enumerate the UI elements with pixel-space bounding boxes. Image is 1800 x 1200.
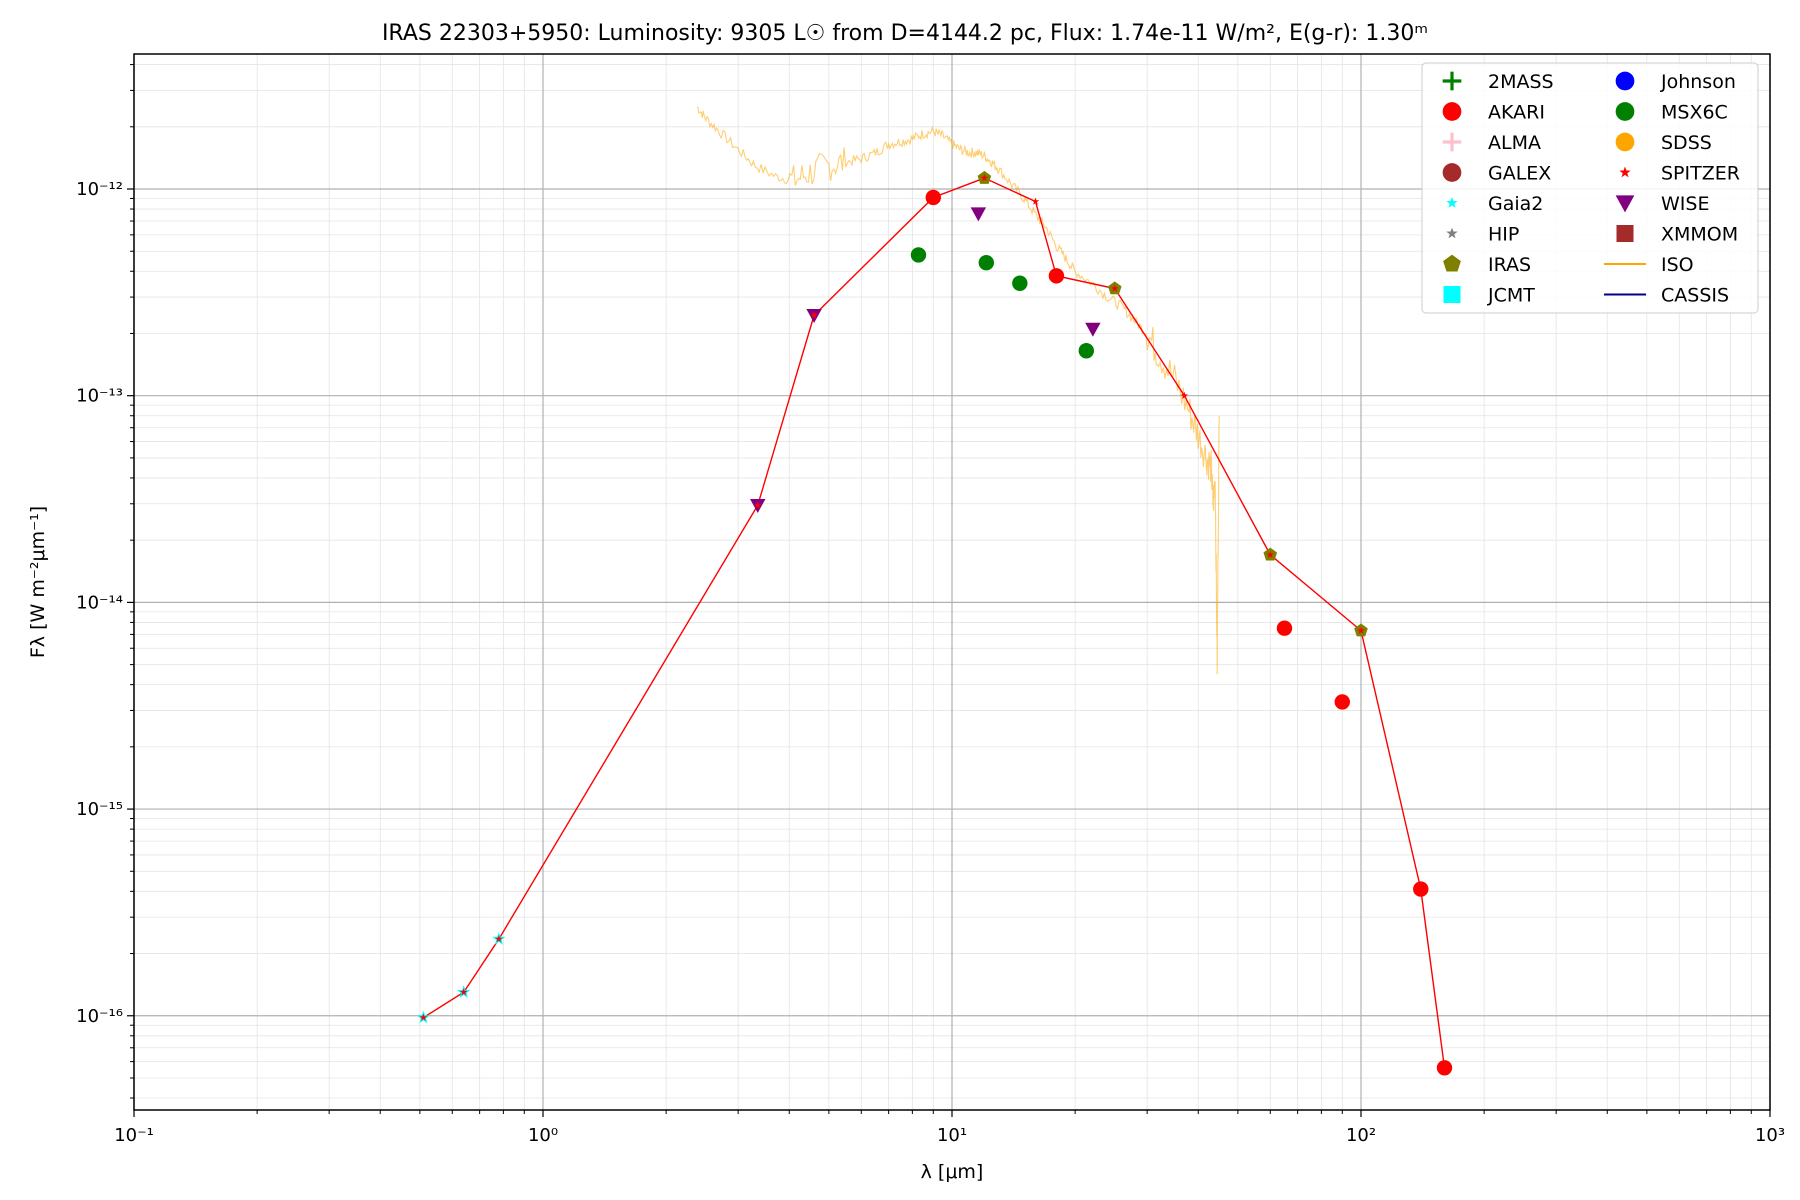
spitzer-point (459, 988, 468, 996)
y-axis-label: Fλ [W m⁻²μm⁻¹] (27, 506, 49, 658)
sed-fit-line (423, 177, 1446, 1068)
akari-point (925, 189, 941, 206)
legend-label: IRAS (1488, 254, 1531, 276)
legend-label: HIP (1488, 224, 1519, 246)
legend-label: Johnson (1660, 71, 1736, 93)
legend-marker-2mass (1442, 71, 1462, 91)
legend-label: MSX6C (1661, 102, 1728, 124)
legend-label: SPITZER (1661, 163, 1740, 185)
legend-marker-spitzer (1619, 166, 1631, 178)
minor-grid (134, 54, 1770, 1110)
akari-point (1436, 1060, 1453, 1076)
spitzer-point (810, 311, 818, 319)
legend-marker-wise (1615, 195, 1635, 213)
data-points (416, 170, 1453, 1076)
spitzer-point (1266, 550, 1275, 558)
spitzer-point (1357, 626, 1365, 634)
spitzer-point (495, 935, 503, 943)
legend-box (1421, 62, 1759, 314)
x-tick-label: 10¹ (937, 1125, 967, 1146)
y-tick-label: 10⁻¹³ (76, 386, 123, 407)
akari-point (1048, 268, 1065, 284)
legend-label: ALMA (1488, 132, 1541, 154)
wise-point (970, 207, 987, 222)
wise-point (1085, 322, 1101, 337)
x-tick-labels: 10⁻¹ 10⁰ 10¹ 10² 10³ (114, 1125, 1785, 1146)
x-tick-label: 10² (1346, 1125, 1376, 1146)
msx6c-point (910, 247, 927, 263)
legend: 2MASS AKARI ALMA GALEX Gaia2 HIP IRAS JCMT Johns… (1421, 62, 1759, 314)
axis-ticks (127, 64, 1771, 1117)
legend-label: WISE (1661, 193, 1709, 215)
legend-marker-akari (1442, 102, 1462, 121)
legend-marker-hip (1446, 227, 1458, 239)
akari-point (1334, 694, 1350, 710)
legend-label: Gaia2 (1488, 193, 1543, 215)
iso-spectrum (696, 106, 1220, 675)
msx6c-point (978, 255, 994, 271)
legend-marker-galex (1442, 163, 1462, 182)
legend-marker-sdss (1615, 132, 1635, 152)
spitzer-point (1031, 197, 1040, 205)
legend-marker-jcmt (1443, 286, 1461, 303)
spitzer-point (1110, 284, 1119, 292)
spitzer-point (980, 174, 989, 182)
y-tick-label: 10⁻¹⁴ (76, 592, 123, 613)
iso-spectrum-line (696, 106, 1220, 675)
y-tick-label: 10⁻¹² (76, 179, 123, 200)
legend-label: AKARI (1488, 102, 1545, 124)
legend-marker-xmmom (1616, 225, 1634, 242)
legend-marker-iras (1443, 254, 1461, 272)
y-tick-labels: 10⁻¹⁶ 10⁻¹⁵ 10⁻¹⁴ 10⁻¹³ 10⁻¹² (76, 179, 123, 1027)
spitzer-point (1180, 391, 1189, 399)
legend-label: CASSIS (1661, 285, 1729, 307)
legend-marker-gaia2 (1446, 197, 1458, 208)
msx6c-point (1078, 343, 1095, 359)
x-axis-label: λ [μm] (921, 1161, 984, 1183)
legend-marker-msx6c (1615, 102, 1635, 121)
chart-title: IRAS 22303+5950: Luminosity: 9305 L☉ fro… (382, 21, 1428, 46)
x-tick-label: 10³ (1755, 1125, 1785, 1146)
legend-label: JCMT (1487, 285, 1535, 307)
legend-marker-alma (1442, 132, 1462, 152)
legend-label: XMMOM (1661, 224, 1738, 246)
akari-point (1276, 620, 1293, 636)
akari-point (1413, 881, 1429, 897)
y-tick-label: 10⁻¹⁶ (76, 1006, 123, 1027)
x-tick-label: 10⁻¹ (114, 1125, 154, 1146)
legend-label: GALEX (1488, 163, 1551, 185)
sed-line (423, 177, 1446, 1068)
spitzer-point (753, 501, 762, 509)
legend-label: ISO (1661, 254, 1694, 276)
legend-label: SDSS (1661, 132, 1712, 154)
y-tick-label: 10⁻¹⁵ (76, 799, 123, 820)
x-tick-label: 10⁰ (528, 1125, 558, 1146)
legend-marker-johnson (1615, 71, 1635, 91)
spitzer-point (419, 1013, 428, 1021)
legend-label: 2MASS (1488, 71, 1554, 93)
msx6c-point (1012, 275, 1028, 291)
